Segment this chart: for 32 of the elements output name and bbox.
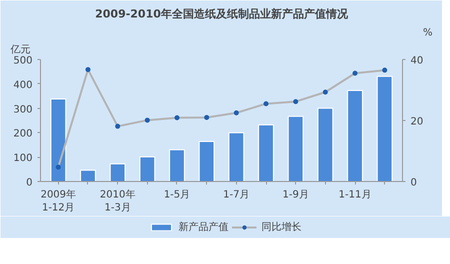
bar (317, 108, 334, 182)
bar (50, 98, 66, 182)
bar (376, 76, 393, 182)
y-tick-label: 500 (13, 56, 33, 66)
y-tick-label: 200 (13, 128, 33, 140)
y-tick-label: 100 (13, 153, 33, 164)
legend-label: 新产品产值 (178, 220, 228, 234)
y2-tick-label: 0 (410, 178, 417, 188)
chart-title: 2009-2010年全国造纸及纸制品业新产品产值情况 (95, 8, 349, 20)
y-tick-label: 300 (13, 104, 33, 116)
bar (258, 124, 274, 182)
y2-tick-label: 20 (410, 116, 424, 128)
bar (228, 132, 244, 182)
bar (80, 170, 96, 182)
y2-tick-label: 40 (410, 56, 424, 66)
bar (198, 140, 215, 182)
bar (110, 163, 126, 182)
x-tick-label: 1-7月 (223, 190, 250, 200)
y2-axis-title: % (423, 28, 433, 38)
bar (288, 116, 304, 182)
y-tick-label: 400 (13, 80, 33, 91)
x-tick-label: 1-11月 (338, 190, 372, 200)
bar (169, 149, 185, 182)
y-axis-title: 亿元 (10, 44, 30, 56)
x-tick-label: 1-9月 (282, 190, 309, 200)
y-tick-label: 0 (26, 178, 33, 188)
bar (139, 156, 156, 182)
legend-label: 同比增长 (262, 220, 302, 234)
x-tick-label: 2010年 1-3月 (100, 188, 136, 214)
x-tick-label: 1-5月 (164, 190, 190, 200)
bar (347, 90, 363, 182)
x-tick-label: 2009年 1-12月 (40, 188, 76, 214)
